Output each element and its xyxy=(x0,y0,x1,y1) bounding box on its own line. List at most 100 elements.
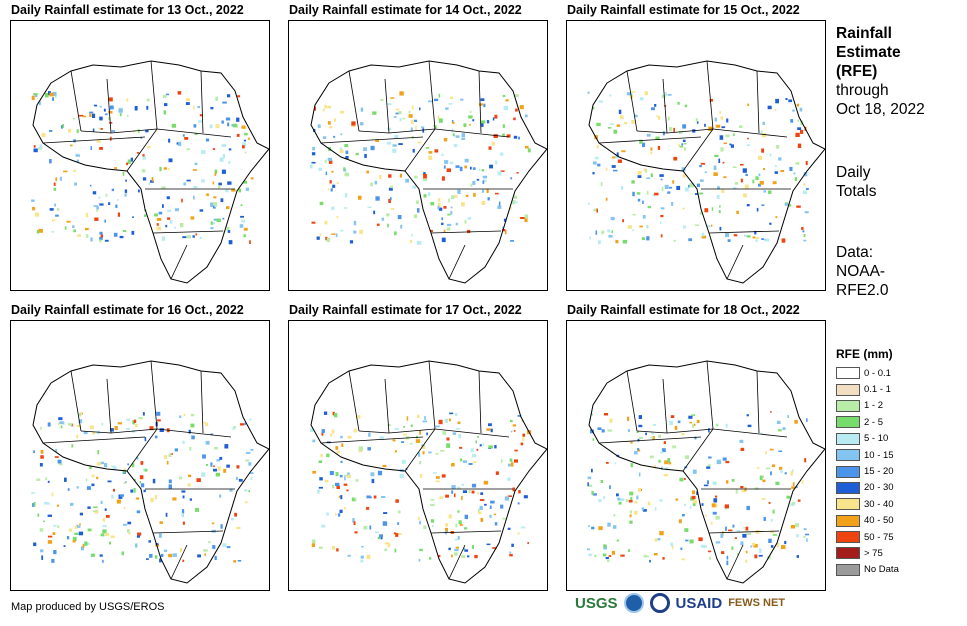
legend-swatch xyxy=(836,399,860,412)
rainfall-cell xyxy=(600,182,603,187)
rainfall-cell xyxy=(723,142,727,145)
rainfall-cell xyxy=(781,238,786,243)
rainfall-cell xyxy=(124,189,128,193)
rainfall-cell xyxy=(33,145,36,148)
legend-swatch xyxy=(836,416,860,429)
rainfall-cell xyxy=(168,453,172,457)
rainfall-cell xyxy=(225,117,231,121)
rainfall-cell xyxy=(637,175,642,178)
rainfall-cell xyxy=(611,230,613,234)
rainfall-cell xyxy=(379,534,383,538)
rainfall-cell xyxy=(163,549,168,552)
rainfall-cell xyxy=(497,205,502,209)
rainfall-cell xyxy=(652,423,656,426)
rainfall-cell xyxy=(480,122,484,127)
rainfall-cell xyxy=(731,546,734,550)
rainfall-cell xyxy=(394,428,399,431)
rainfall-cell xyxy=(441,222,444,225)
rainfall-cell xyxy=(166,196,170,200)
rainfall-cell xyxy=(231,189,236,192)
rainfall-cell xyxy=(525,114,528,118)
rainfall-cell xyxy=(797,119,799,123)
map-credit: Map produced by USGS/EROS xyxy=(11,601,165,613)
rainfall-cell xyxy=(75,153,80,155)
rainfall-cell xyxy=(57,459,62,464)
rainfall-cell xyxy=(756,207,759,212)
rainfall-cell xyxy=(767,190,772,194)
rainfall-cell xyxy=(102,559,104,563)
rainfall-cell xyxy=(609,418,613,423)
rainfall-cell xyxy=(790,119,794,123)
rainfall-cell xyxy=(400,224,403,229)
rainfall-cell xyxy=(107,480,112,483)
country-border xyxy=(598,436,702,444)
rainfall-cell xyxy=(324,104,327,109)
rainfall-cell xyxy=(243,139,246,142)
rainfall-cell xyxy=(373,210,376,215)
rainfall-cell xyxy=(607,559,610,563)
rainfall-cell xyxy=(227,230,231,233)
rainfall-cell xyxy=(677,101,680,105)
rainfall-cell xyxy=(311,221,316,224)
rainfall-cell xyxy=(174,226,176,229)
rainfall-cell xyxy=(587,91,590,94)
rainfall-cell xyxy=(189,498,192,501)
rainfall-cell xyxy=(220,198,224,203)
rainfall-cell xyxy=(195,507,199,512)
rainfall-cell xyxy=(321,524,326,528)
rainfall-cell xyxy=(375,196,380,201)
rainfall-cell xyxy=(136,456,139,460)
rainfall-cell xyxy=(33,450,35,453)
rainfall-cell xyxy=(729,143,732,146)
rainfall-cell xyxy=(122,230,127,232)
rainfall-cell xyxy=(383,512,388,514)
rainfall-cell xyxy=(187,483,191,487)
rainfall-cell xyxy=(471,490,475,494)
rainfall-cell xyxy=(524,218,528,222)
rainfall-cell xyxy=(325,479,329,483)
rainfall-cell xyxy=(514,94,519,97)
rainfall-cell xyxy=(444,160,449,164)
country-border xyxy=(156,428,232,438)
rainfall-cell xyxy=(309,164,313,169)
rainfall-cell xyxy=(66,220,71,223)
rainfall-cell xyxy=(638,424,643,428)
rainfall-cell xyxy=(220,524,223,529)
rainfall-cell xyxy=(613,525,617,529)
rainfall-cell xyxy=(643,168,648,172)
rainfall-cell xyxy=(387,127,391,131)
rainfall-cell xyxy=(692,502,696,507)
rainfall-cell xyxy=(370,182,373,187)
rainfall-cell xyxy=(330,188,333,192)
rainfall-cell xyxy=(669,127,673,132)
rainfall-cell xyxy=(163,110,166,115)
rainfall-cell xyxy=(705,514,708,517)
rainfall-cell xyxy=(339,474,343,478)
rainfall-cell xyxy=(143,468,146,472)
rainfall-cell xyxy=(671,202,674,206)
rainfall-cell xyxy=(241,125,246,129)
rainfall-cell xyxy=(210,462,213,467)
rainfall-cell xyxy=(168,168,170,171)
rainfall-cell xyxy=(725,134,730,138)
rainfall-cell xyxy=(111,188,114,192)
rainfall-cell xyxy=(346,489,349,492)
rainfall-cell xyxy=(651,107,655,111)
rainfall-cell xyxy=(454,493,456,498)
rainfall-cell xyxy=(464,514,468,520)
rainfall-cell xyxy=(128,532,131,535)
rainfall-cell xyxy=(472,180,476,185)
rainfall-cell xyxy=(390,185,394,189)
rainfall-cell xyxy=(236,117,240,122)
rainfall-cell xyxy=(437,202,441,208)
rainfall-cell xyxy=(510,177,513,180)
rainfall-cell xyxy=(93,104,98,107)
country-border xyxy=(598,136,702,144)
rainfall-cell xyxy=(646,225,649,228)
rainfall-cell xyxy=(105,193,108,197)
rainfall-cell xyxy=(325,236,328,241)
rainfall-cell xyxy=(622,239,628,244)
rainfall-cell xyxy=(625,499,629,502)
rainfall-cell xyxy=(637,449,641,452)
rainfall-cell xyxy=(660,451,664,454)
